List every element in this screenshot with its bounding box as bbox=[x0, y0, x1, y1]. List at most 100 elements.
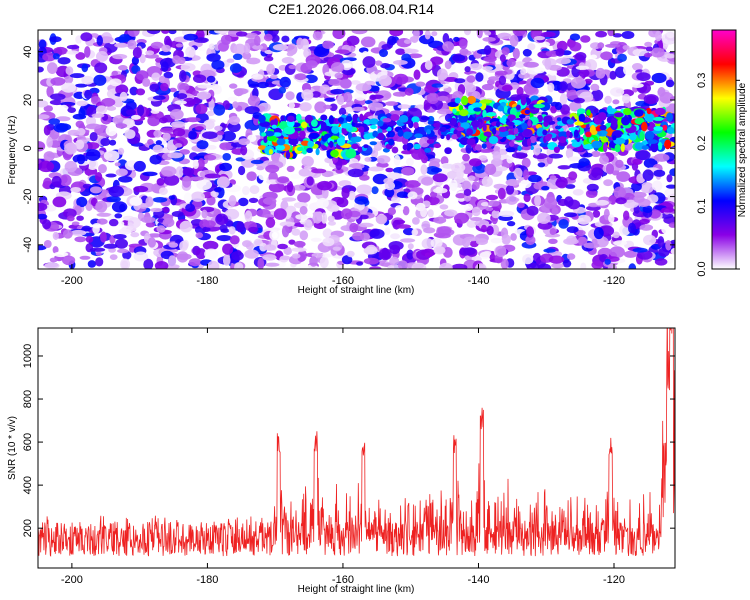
heatmap-cell bbox=[70, 229, 87, 236]
heatmap-cell bbox=[70, 187, 82, 193]
heatmap-cell bbox=[84, 89, 93, 100]
heatmap-cell bbox=[249, 185, 260, 195]
heatmap-band-cell bbox=[481, 143, 487, 149]
heatmap-cell bbox=[402, 206, 410, 216]
heatmap-cell bbox=[43, 240, 52, 248]
heatmap-cell bbox=[288, 64, 297, 70]
heatmap-cell bbox=[48, 118, 60, 125]
heatmap-cell bbox=[501, 84, 513, 92]
heatmap-cell bbox=[117, 248, 129, 254]
heatmap-band-cell bbox=[644, 113, 655, 123]
heatmap-cell bbox=[157, 107, 169, 112]
heatmap-cell bbox=[636, 72, 651, 82]
heatmap-cell bbox=[465, 84, 477, 93]
heatmap-cell bbox=[665, 184, 675, 189]
heatmap-cell bbox=[380, 62, 391, 69]
heatmap-cells bbox=[38, 30, 675, 269]
heatmap-band-cell bbox=[586, 109, 591, 116]
heatmap-cell bbox=[258, 170, 268, 181]
heatmap-cell bbox=[354, 196, 369, 205]
heatmap-cell bbox=[303, 219, 313, 231]
heatmap-cell bbox=[644, 52, 653, 58]
heatmap-cell bbox=[525, 86, 539, 96]
heatmap-cell bbox=[174, 143, 183, 148]
heatmap-cell bbox=[118, 176, 133, 183]
heatmap-cell bbox=[53, 251, 69, 258]
heatmap-cell bbox=[475, 72, 484, 82]
heatmap-y-axis-label: Frequency (Hz) bbox=[7, 116, 18, 185]
heatmap-cell bbox=[505, 178, 520, 187]
heatmap-cell bbox=[95, 251, 102, 256]
heatmap-cell bbox=[168, 255, 177, 267]
heatmap-band-cell bbox=[599, 124, 607, 131]
heatmap-band-cell bbox=[461, 95, 469, 106]
heatmap-cell bbox=[152, 197, 168, 203]
heatmap-band-cell bbox=[583, 144, 594, 150]
heatmap-band-cell bbox=[598, 108, 607, 114]
heatmap-cell bbox=[543, 196, 558, 209]
heatmap-band-cell bbox=[458, 105, 464, 111]
heatmap-cell bbox=[435, 233, 451, 239]
heatmap-cell bbox=[44, 262, 60, 269]
heatmap-band-cell bbox=[454, 97, 461, 104]
heatmap-cell bbox=[537, 162, 546, 168]
heatmap-cell bbox=[263, 244, 276, 251]
heatmap-cell bbox=[420, 206, 428, 218]
heatmap-cell bbox=[238, 197, 249, 207]
heatmap-cell bbox=[106, 105, 117, 111]
heatmap-cell bbox=[330, 62, 345, 73]
heatmap-band-cell bbox=[370, 124, 377, 130]
heatmap-cell bbox=[312, 211, 323, 217]
heatmap-cell bbox=[655, 30, 662, 42]
heatmap-cell bbox=[607, 30, 615, 37]
heatmap-cell bbox=[590, 83, 600, 91]
heatmap-cell bbox=[335, 168, 344, 174]
heatmap-cell bbox=[206, 195, 216, 206]
heatmap-cell bbox=[476, 238, 488, 246]
heatmap-cell bbox=[38, 160, 55, 173]
heatmap-cell bbox=[176, 253, 192, 260]
heatmap-cell bbox=[247, 95, 261, 107]
heatmap-cell bbox=[80, 32, 93, 42]
heatmap-band-cell bbox=[427, 120, 434, 125]
heatmap-band-cell bbox=[352, 113, 359, 124]
heatmap-cell bbox=[96, 35, 104, 46]
heatmap-cell bbox=[98, 164, 107, 174]
heatmap-cell bbox=[115, 123, 128, 129]
heatmap-cell bbox=[612, 99, 620, 105]
snr-y-axis-label: SNR (10 * v/v) bbox=[7, 416, 18, 480]
heatmap-band-cell bbox=[320, 114, 328, 121]
heatmap-band-cell bbox=[527, 119, 532, 127]
y-tick-label: 1000 bbox=[22, 344, 34, 368]
heatmap-band-cell bbox=[351, 143, 359, 150]
heatmap-cell bbox=[580, 262, 587, 269]
colorbar-tick-label: 0.0 bbox=[696, 261, 708, 276]
heatmap-cell bbox=[65, 66, 74, 76]
heatmap-cell bbox=[117, 147, 125, 155]
heatmap-cell bbox=[566, 89, 579, 101]
heatmap-cell bbox=[115, 168, 128, 177]
heatmap-cell bbox=[429, 158, 441, 164]
heatmap-cell bbox=[238, 165, 246, 176]
heatmap-cell bbox=[468, 175, 476, 181]
heatmap-cell bbox=[244, 249, 259, 259]
heatmap-cell bbox=[264, 49, 274, 55]
heatmap-cell bbox=[206, 110, 215, 117]
heatmap-cell bbox=[378, 248, 392, 261]
heatmap-cell bbox=[585, 189, 598, 198]
heatmap-band-cell bbox=[545, 134, 552, 142]
heatmap-cell bbox=[256, 166, 265, 171]
heatmap-band-cell bbox=[300, 121, 308, 129]
heatmap-cell bbox=[147, 233, 162, 238]
heatmap-cell bbox=[597, 42, 605, 49]
heatmap-cell bbox=[612, 231, 620, 239]
heatmap-cell bbox=[188, 258, 202, 267]
heatmap-cell bbox=[576, 214, 591, 225]
heatmap-cell bbox=[216, 130, 225, 136]
heatmap-band-cell bbox=[497, 105, 504, 112]
snr-x-axis-label: Height of straight line (km) bbox=[298, 584, 415, 595]
heatmap-cell bbox=[143, 258, 154, 269]
heatmap-cell bbox=[108, 218, 119, 227]
heatmap-cell bbox=[265, 164, 280, 173]
heatmap-cell bbox=[242, 185, 250, 196]
